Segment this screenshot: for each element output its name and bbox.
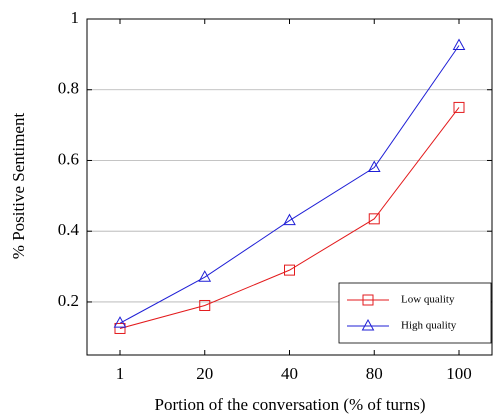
x-tick-label: 100 bbox=[446, 364, 472, 383]
marker bbox=[199, 299, 211, 311]
marker bbox=[283, 213, 296, 226]
marker bbox=[113, 316, 127, 328]
marker bbox=[198, 270, 212, 282]
series-line bbox=[119, 107, 460, 329]
y-tick-label: 0.8 bbox=[58, 79, 79, 98]
y-tick-label: 0.6 bbox=[58, 149, 79, 168]
plot-frame bbox=[86, 18, 493, 356]
x-tick-label: 20 bbox=[196, 364, 213, 383]
marker bbox=[367, 160, 381, 173]
marker bbox=[453, 101, 465, 113]
x-tick-label: 1 bbox=[116, 364, 125, 383]
marker bbox=[362, 294, 374, 306]
marker bbox=[114, 322, 126, 334]
series-line bbox=[119, 45, 460, 324]
marker bbox=[452, 38, 466, 51]
y-axis-label: % Positive Sentiment bbox=[9, 113, 28, 260]
marker bbox=[368, 213, 380, 225]
y-tick-label: 0.4 bbox=[58, 220, 80, 239]
legend-box bbox=[338, 282, 492, 344]
x-axis-label: Portion of the conversation (% of turns) bbox=[155, 395, 426, 414]
legend-label: High quality bbox=[401, 320, 457, 332]
y-tick-label: 0.2 bbox=[58, 291, 79, 310]
marker bbox=[284, 264, 295, 276]
marker bbox=[361, 318, 375, 331]
legend-label: Low quality bbox=[401, 294, 455, 306]
x-tick-label: 80 bbox=[366, 364, 383, 383]
y-tick-label: 1 bbox=[71, 8, 80, 27]
x-tick-label: 40 bbox=[281, 364, 298, 383]
